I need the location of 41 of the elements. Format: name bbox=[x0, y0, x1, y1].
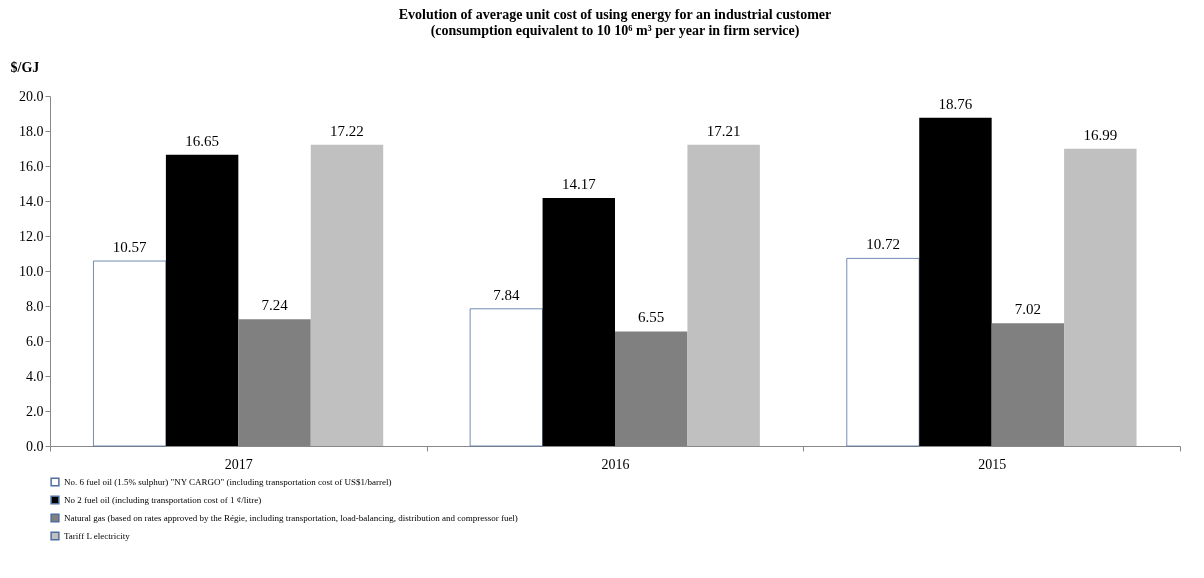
y-tick-label: 0.0 bbox=[26, 438, 44, 454]
data-label: 7.84 bbox=[493, 286, 520, 303]
y-tick-label: 14.0 bbox=[19, 193, 44, 209]
y-axis-title: $/GJ bbox=[10, 59, 40, 75]
x-tick-label: 2016 bbox=[601, 456, 630, 472]
data-label: 7.24 bbox=[261, 297, 289, 314]
bar bbox=[846, 258, 920, 447]
y-tick-label: 16.0 bbox=[19, 158, 44, 174]
y-tick-label: 6.0 bbox=[26, 333, 44, 349]
data-label: 7.02 bbox=[1014, 301, 1042, 318]
data-label: 17.22 bbox=[330, 122, 364, 139]
bar bbox=[469, 308, 543, 447]
legend-label: No. 6 fuel oil (1.5% sulphur) "NY CARGO" (including transportation cost of US$1/barrel) bbox=[64, 477, 392, 487]
bar bbox=[919, 117, 992, 446]
x-tick-label: 2017 bbox=[224, 456, 253, 472]
data-label: 16.65 bbox=[185, 132, 219, 149]
chart-title: Evolution of average unit cost of using energy for an industrial customer (consumption equivalent to 10 10⁶ m³ per year in firm service) bbox=[398, 7, 832, 39]
data-label: 17.21 bbox=[706, 122, 741, 139]
legend-label: Natural gas (based on rates approved by the Régie, including transportation, load-balancing, distribution and compressor fuel) bbox=[64, 513, 518, 523]
bar bbox=[542, 198, 615, 446]
y-tick-label: 20.0 bbox=[19, 88, 44, 104]
data-label: 6.55 bbox=[638, 309, 665, 326]
y-tick-label: 18.0 bbox=[19, 123, 44, 139]
legend-label: No 2 fuel oil (including transportation cost of 1 ¢/litre) bbox=[64, 495, 262, 505]
bar bbox=[1064, 148, 1137, 446]
y-tick-label: 4.0 bbox=[26, 368, 44, 384]
y-tick-label: 8.0 bbox=[26, 298, 44, 314]
x-tick-label: 2015 bbox=[978, 456, 1007, 472]
bar bbox=[165, 154, 239, 446]
bar bbox=[310, 144, 384, 446]
bar bbox=[93, 260, 167, 447]
data-label: 16.99 bbox=[1083, 126, 1118, 143]
data-label: 10.57 bbox=[112, 239, 148, 256]
y-tick-label: 12.0 bbox=[19, 228, 44, 244]
data-label: 14.17 bbox=[561, 176, 597, 193]
y-tick-label: 10.0 bbox=[19, 263, 44, 279]
data-label: 18.76 bbox=[938, 95, 973, 112]
legend-label: Tariff L electricity bbox=[64, 531, 131, 541]
data-label: 10.72 bbox=[866, 236, 900, 253]
bar bbox=[687, 144, 760, 446]
y-tick-label: 2.0 bbox=[26, 403, 44, 419]
